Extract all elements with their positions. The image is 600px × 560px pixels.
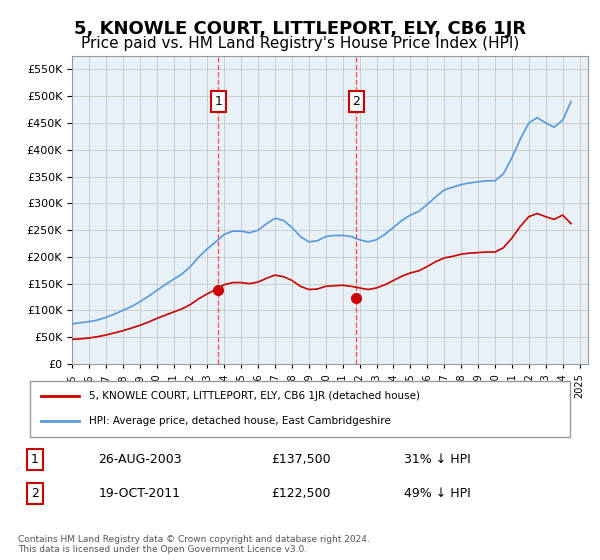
Text: 31% ↓ HPI: 31% ↓ HPI [404, 453, 470, 466]
Text: 19-OCT-2011: 19-OCT-2011 [98, 487, 181, 500]
Text: 26-AUG-2003: 26-AUG-2003 [98, 453, 182, 466]
Text: Price paid vs. HM Land Registry's House Price Index (HPI): Price paid vs. HM Land Registry's House … [81, 36, 519, 52]
FancyBboxPatch shape [30, 381, 570, 437]
Text: 5, KNOWLE COURT, LITTLEPORT, ELY, CB6 1JR: 5, KNOWLE COURT, LITTLEPORT, ELY, CB6 1J… [74, 20, 526, 38]
Text: £137,500: £137,500 [271, 453, 331, 466]
Text: 49% ↓ HPI: 49% ↓ HPI [404, 487, 470, 500]
Text: 2: 2 [31, 487, 39, 500]
Text: 2: 2 [352, 95, 360, 108]
Text: Contains HM Land Registry data © Crown copyright and database right 2024.
This d: Contains HM Land Registry data © Crown c… [18, 535, 370, 554]
Text: 1: 1 [214, 95, 222, 108]
Text: HPI: Average price, detached house, East Cambridgeshire: HPI: Average price, detached house, East… [89, 416, 391, 426]
Text: 1: 1 [31, 453, 39, 466]
Text: £122,500: £122,500 [271, 487, 331, 500]
Text: 5, KNOWLE COURT, LITTLEPORT, ELY, CB6 1JR (detached house): 5, KNOWLE COURT, LITTLEPORT, ELY, CB6 1J… [89, 391, 421, 402]
